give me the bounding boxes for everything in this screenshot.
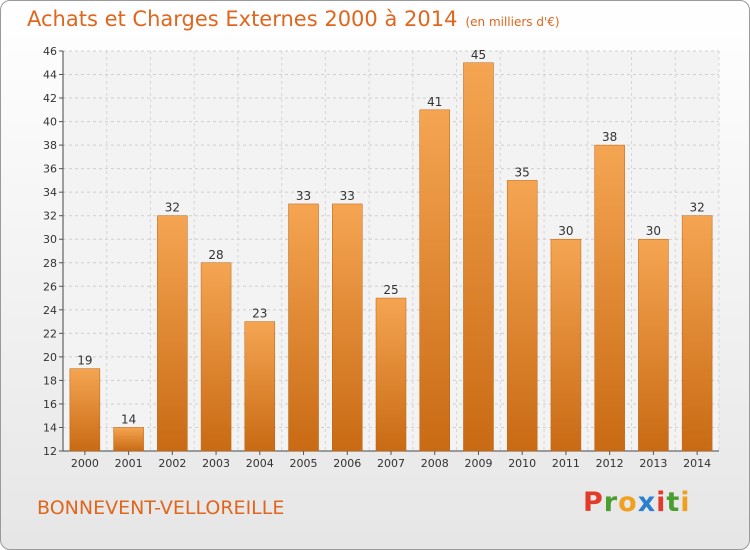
y-tick-label: 32 [43, 210, 57, 223]
data-label-2010: 35 [515, 165, 530, 179]
y-tick-label: 36 [43, 163, 57, 176]
x-tick-label-2010: 2010 [508, 457, 536, 470]
logo-letter: x [637, 487, 657, 518]
y-tick-label: 38 [43, 139, 57, 152]
logo-letter: r [603, 487, 619, 518]
y-tick-label: 46 [43, 45, 57, 58]
y-tick-label: 26 [43, 280, 57, 293]
data-label-2014: 32 [689, 201, 704, 215]
y-tick-label: 30 [43, 233, 57, 246]
logo-letter: i [680, 487, 691, 518]
bar-2007 [375, 297, 407, 452]
logo-letter: t [666, 487, 681, 518]
x-tick-label-2003: 2003 [202, 457, 230, 470]
logo-letter: o [618, 487, 638, 518]
data-label-2009: 45 [471, 48, 486, 62]
y-tick-label: 16 [43, 398, 57, 411]
bar-2010 [506, 180, 538, 452]
x-tick-label-2002: 2002 [158, 457, 186, 470]
y-tick-label: 40 [43, 116, 57, 129]
y-tick-label: 28 [43, 257, 57, 270]
y-tick-label: 18 [43, 374, 57, 387]
bar-2009 [463, 62, 494, 452]
data-label-2000: 19 [77, 354, 92, 368]
labels: 12 14 16 18 20 22 24 26 28 30 32 34 36 38 40 42 44 46 19 20… [43, 45, 711, 470]
bar-2014 [681, 215, 713, 452]
bar-2008 [419, 109, 450, 452]
data-label-2002: 32 [165, 201, 180, 215]
y-tick-label: 44 [43, 69, 57, 82]
x-tick-label-2007: 2007 [377, 457, 405, 470]
bar-2012 [594, 144, 625, 452]
logo-letter: P [583, 487, 604, 518]
x-tick-label-2005: 2005 [290, 457, 318, 470]
bar-2006 [332, 203, 363, 452]
bar-2013 [638, 238, 669, 452]
data-label-2008: 41 [427, 95, 442, 109]
bar-2000 [69, 368, 101, 452]
y-tick-label: 42 [43, 92, 57, 105]
x-tick-label-2013: 2013 [639, 457, 667, 470]
x-tick-label-2004: 2004 [246, 457, 274, 470]
x-tick-label-2009: 2009 [464, 457, 492, 470]
y-tick-label: 20 [43, 351, 57, 364]
x-tick-label-2000: 2000 [71, 457, 99, 470]
bar-2005 [288, 203, 319, 452]
chart-subtitle: (en milliers d'€) [465, 15, 560, 29]
x-tick-label-2011: 2011 [552, 457, 580, 470]
data-label-2012: 38 [602, 130, 617, 144]
bars [69, 62, 713, 452]
place-name: BONNEVENT-VELLOREILLE [37, 497, 285, 519]
bar-2001 [113, 427, 144, 452]
x-tick-label-2001: 2001 [115, 457, 143, 470]
x-tick-label-2012: 2012 [596, 457, 624, 470]
data-label-2003: 28 [208, 248, 223, 262]
chart-title-text: Achats et Charges Externes 2000 à 2014 [27, 7, 458, 31]
proxiti-logo: Proxiti [583, 487, 691, 518]
y-tick-label: 14 [43, 421, 57, 434]
x-tick-label-2006: 2006 [333, 457, 361, 470]
data-label-2001: 14 [121, 412, 136, 426]
y-tick-label: 22 [43, 327, 57, 340]
bar-2011 [550, 238, 582, 452]
x-tick-label-2014: 2014 [683, 457, 711, 470]
chart-title: Achats et Charges Externes 2000 à 2014 (e… [27, 7, 560, 31]
bar-2003 [200, 262, 232, 452]
y-tick-label: 34 [43, 186, 57, 199]
x-tick-label-2008: 2008 [421, 457, 449, 470]
data-label-2004: 23 [252, 307, 267, 321]
bar-2004 [244, 321, 276, 452]
data-label-2011: 30 [558, 224, 573, 238]
data-label-2007: 25 [383, 283, 398, 297]
y-tick-label: 12 [43, 445, 57, 458]
y-tick-label: 24 [43, 304, 57, 317]
bar-2002 [157, 215, 188, 452]
logo-letter: i [656, 487, 667, 518]
data-label-2005: 33 [296, 189, 311, 203]
data-label-2013: 30 [646, 224, 661, 238]
data-label-2006: 33 [340, 189, 355, 203]
